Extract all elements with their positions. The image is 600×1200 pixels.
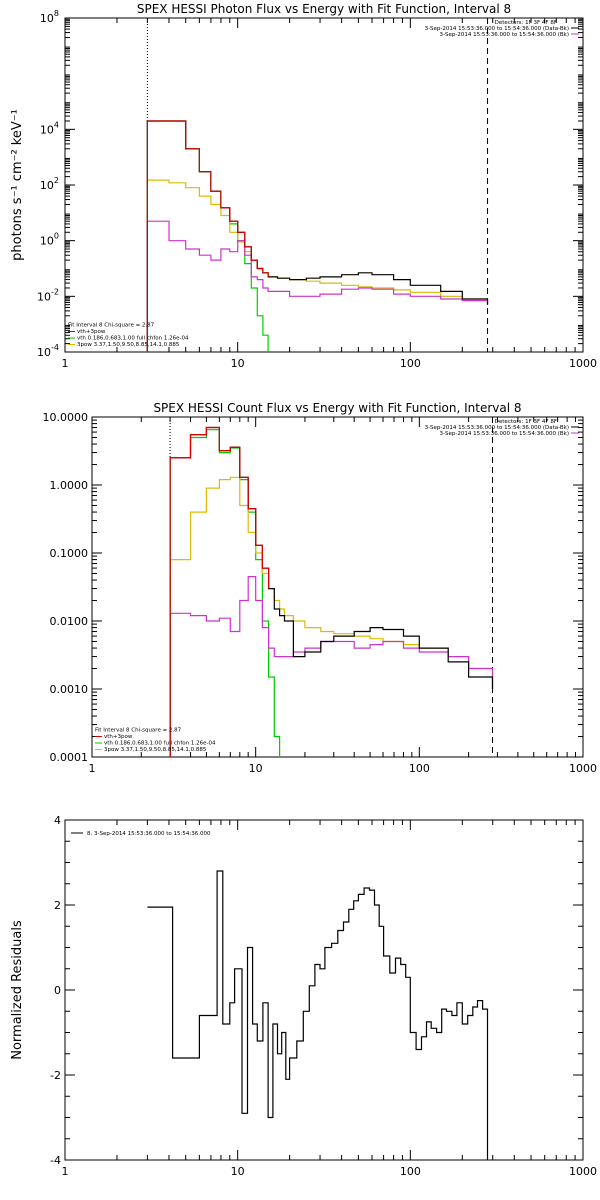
panel-3: 1 10 100 1000 4 2 0 -2 -4 Normalized Residuals 8. …: [10, 814, 597, 1178]
y-tick-label: 2: [54, 899, 61, 912]
y-tick-label: 0.1000: [50, 547, 89, 560]
x-tick-label: 1: [89, 762, 96, 775]
annotation-text: Detectors: 1F 3F 4F 8F: [495, 20, 557, 26]
series-5-line: [146, 120, 269, 352]
legend-entry: 3pow 3.37,1.50,9.50,8.85,14.1,0.885: [104, 747, 207, 753]
plot-frame: [64, 819, 584, 1161]
panel-2: SPEX HESSI Count Flux vs Energy with Fit…: [43, 401, 598, 775]
y-tick-label: 100: [40, 232, 59, 248]
annotation-text: 3-Sep-2014 15:53:36.000 to 15:54:36.000 …: [425, 26, 569, 32]
legend-entry: vth 0.186,0.683,1.00 full chfon 1.26e-04: [104, 741, 216, 747]
series-3-line: [146, 220, 489, 352]
y-tick-label: 1.0000: [50, 479, 89, 492]
x-tick-label: 1000: [569, 1165, 597, 1178]
series-3-line: [169, 576, 494, 757]
y-axis-label: Normalized Residuals: [10, 920, 25, 1060]
legend-entry: Fit Interval 8 Chi-square = 2.87: [95, 728, 182, 734]
y-tick-label: 10-2: [37, 287, 59, 303]
series-5-line: [169, 426, 270, 757]
series-4-line: [169, 426, 494, 757]
legend-entry: 8. 3-Sep-2014 15:53:36.000 to 15:54:36.0…: [87, 831, 211, 837]
x-tick-label: 1000: [569, 762, 597, 775]
y-tick-label: 104: [40, 120, 59, 136]
y-tick-label: 0: [54, 984, 61, 997]
y-axis-label: photons s⁻¹ cm⁻² keV⁻¹: [10, 109, 25, 261]
y-tick-label: 10-4: [37, 343, 59, 359]
y-tick-label: 4: [54, 814, 61, 827]
chart-title: SPEX HESSI Count Flux vs Energy with Fit…: [153, 401, 521, 415]
x-tick-label: 100: [400, 357, 421, 370]
y-tick-label: -4: [50, 1154, 61, 1167]
annotation-text: 3-Sep-2014 15:53:36.000 to 15:54:36.000 …: [440, 431, 570, 437]
series-1-line: [169, 429, 281, 757]
y-tick-label: 102: [40, 176, 59, 192]
y-tick-label: 0.0010: [50, 683, 89, 696]
legend-entry: Fit Interval 8 Chi-square = 2.87: [68, 323, 155, 329]
x-tick-label: 10: [231, 1165, 245, 1178]
annotation-text: 3-Sep-2014 15:53:36.000 to 15:54:36.000 …: [425, 425, 569, 431]
series-2-line: [169, 476, 494, 757]
series-1-line: [146, 120, 269, 352]
plot-frame: [64, 17, 584, 353]
plot-frame: [91, 416, 584, 758]
chart-title: SPEX HESSI Photon Flux vs Energy with Fi…: [137, 2, 511, 16]
x-tick-label: 10: [249, 762, 263, 775]
x-tick-label: 1000: [569, 357, 597, 370]
series-2-line: [146, 179, 489, 352]
x-tick-label: 1: [62, 1165, 69, 1178]
y-tick-label: 0.0001: [50, 751, 89, 764]
x-tick-label: 10: [231, 357, 245, 370]
legend-entry: 3pow 3.37,1.50,9.50,8.85,14.1,0.885: [77, 342, 180, 348]
series-4-line: [146, 120, 489, 352]
y-tick-label: 108: [40, 9, 59, 25]
y-tick-label: 0.0100: [50, 615, 89, 628]
legend-entry: vth+3pow: [104, 734, 133, 740]
x-tick-label: 100: [400, 1165, 421, 1178]
x-tick-label: 1: [62, 357, 69, 370]
y-tick-label: -2: [50, 1069, 61, 1082]
legend-entry: vth+3pow: [77, 329, 106, 335]
y-tick-label: 10.0000: [43, 411, 89, 424]
x-tick-label: 100: [409, 762, 430, 775]
legend-entry: vth 0.186,0.683,1.00 full chfon 1.26e-04: [77, 336, 189, 342]
series-1-line: [147, 870, 489, 1160]
annotation-text: 3-Sep-2014 15:53:36.000 to 15:54:36.000 …: [440, 32, 570, 38]
panel-1: SPEX HESSI Photon Flux vs Energy with Fi…: [10, 2, 597, 370]
annotation-text: Detectors: 1F 3F 4F 8F: [495, 419, 557, 425]
